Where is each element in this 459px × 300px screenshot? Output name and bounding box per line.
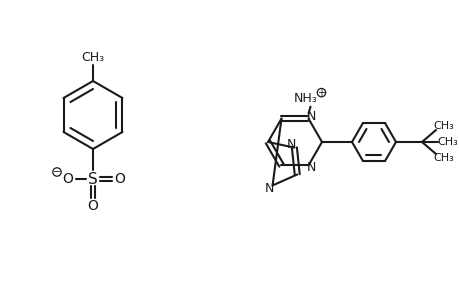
Text: −: −: [53, 167, 61, 177]
Text: CH₃: CH₃: [81, 50, 104, 64]
Text: NH₃: NH₃: [293, 92, 317, 105]
Text: N: N: [286, 138, 296, 151]
Text: O: O: [87, 199, 98, 213]
Text: O: O: [62, 172, 73, 186]
Text: N: N: [306, 161, 315, 174]
Text: +: +: [317, 88, 325, 98]
Text: S: S: [88, 172, 98, 187]
Text: N: N: [264, 182, 274, 195]
Text: CH₃: CH₃: [433, 121, 453, 131]
Text: O: O: [114, 172, 125, 186]
Text: CH₃: CH₃: [433, 153, 453, 163]
Text: N: N: [306, 110, 315, 123]
Text: CH₃: CH₃: [437, 137, 457, 147]
